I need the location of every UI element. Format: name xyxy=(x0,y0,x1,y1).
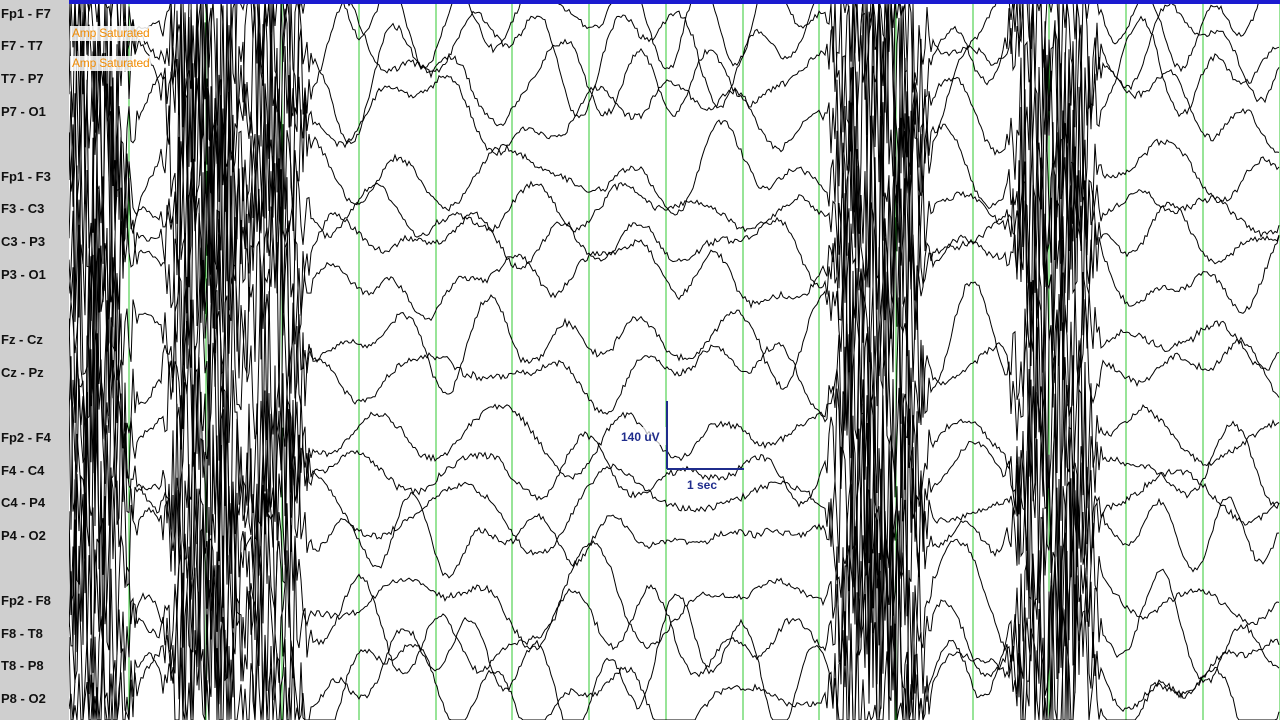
eeg-trace xyxy=(69,386,1280,680)
channel-label[interactable]: C3 - P3 xyxy=(1,234,46,249)
channel-label[interactable]: Fp1 - F3 xyxy=(1,169,51,184)
eeg-waveform-display[interactable]: 140 uV 1 sec xyxy=(69,0,1280,720)
channel-label[interactable]: F8 - T8 xyxy=(1,626,43,641)
channel-label[interactable]: F3 - C3 xyxy=(1,201,45,216)
channel-label[interactable]: Fp1 - F7 xyxy=(1,6,51,21)
channel-label[interactable]: T7 - P7 xyxy=(1,71,44,86)
channel-label[interactable]: T8 - P8 xyxy=(1,658,44,673)
top-time-bar xyxy=(69,0,1280,4)
calibration-scale-bar: 140 uV 1 sec xyxy=(615,401,744,492)
eeg-trace xyxy=(69,139,1280,407)
eeg-trace xyxy=(69,504,1280,720)
eeg-trace xyxy=(69,461,1280,720)
channel-label[interactable]: F7 - T7 xyxy=(1,38,43,53)
channel-label[interactable]: P3 - O1 xyxy=(1,267,46,282)
amp-saturated-warning: Amp Saturated xyxy=(70,56,152,71)
channel-label[interactable]: C4 - P4 xyxy=(1,495,46,510)
channel-label[interactable]: Fp2 - F4 xyxy=(1,430,51,445)
time-gridlines xyxy=(128,0,1280,720)
eeg-trace-canvas: 140 uV 1 sec xyxy=(69,0,1280,720)
channel-label[interactable]: F4 - C4 xyxy=(1,463,45,478)
channel-label[interactable]: Cz - Pz xyxy=(1,365,44,380)
eeg-trace xyxy=(69,247,1280,499)
channel-label-panel: Fp1 - F7 F7 - T7 T7 - P7 P7 - O1 Fp1 - F… xyxy=(0,0,69,720)
amp-saturated-warning: Amp Saturated xyxy=(70,26,152,41)
channel-label[interactable]: P8 - O2 xyxy=(1,691,46,706)
eeg-trace xyxy=(69,0,1280,238)
eeg-trace xyxy=(69,59,1280,352)
channel-label[interactable]: Fz - Cz xyxy=(1,332,43,347)
eeg-trace xyxy=(69,213,1280,477)
eeg-trace xyxy=(69,466,1280,720)
channel-label[interactable]: P4 - O2 xyxy=(1,528,46,543)
eeg-traces xyxy=(69,0,1280,720)
time-scale-label: 1 sec xyxy=(687,478,717,492)
amplitude-scale-label: 140 uV xyxy=(621,430,660,444)
eeg-trace xyxy=(69,0,1280,212)
eeg-trace xyxy=(69,111,1280,376)
eeg-trace xyxy=(69,565,1280,720)
channel-label[interactable]: P7 - O1 xyxy=(1,104,46,119)
channel-label[interactable]: Fp2 - F8 xyxy=(1,593,51,608)
